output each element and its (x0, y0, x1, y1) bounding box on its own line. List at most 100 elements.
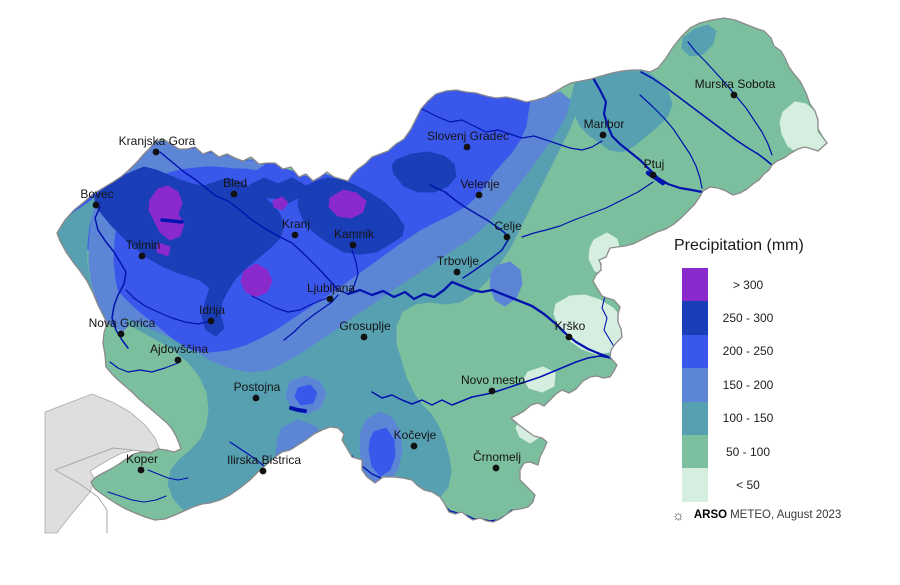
region-purple-bohinj (240, 263, 273, 298)
city-dot (259, 467, 267, 475)
city-dot (137, 466, 145, 474)
river-dragonja (107, 491, 167, 503)
city-label: Ljubljana (307, 281, 355, 295)
city-label: Grosuplje (339, 319, 391, 333)
legend-entry: 50 - 100 (670, 434, 900, 469)
city-dot (599, 131, 607, 139)
legend-entry-label: 50 - 100 (725, 444, 771, 459)
city-label: Novo mesto (461, 373, 525, 387)
city-label: Velenje (460, 177, 500, 191)
city-label: Trbovlje (437, 254, 480, 268)
legend-entry-label: 100 - 150 (722, 411, 774, 426)
city-label: Črnomelj (473, 449, 521, 464)
city-dot (117, 330, 125, 338)
city-dot (138, 252, 146, 260)
attribution: ☼ ARSO METEO, August 2023 (672, 508, 900, 522)
city-label: Bled (223, 176, 247, 190)
region-purple-triglav (148, 185, 185, 241)
city-marker: Trbovlje (437, 254, 480, 276)
arso-logo-icon: ☼ (672, 506, 685, 523)
city-marker: Kočevje (394, 428, 437, 450)
river-kamniska-bistrica (349, 249, 359, 293)
city-label: Postojna (234, 380, 281, 394)
legend-swatch (682, 434, 708, 469)
legend-swatch (682, 401, 708, 435)
city-label: Bovec (80, 187, 113, 201)
city-label: Celje (494, 219, 522, 233)
city-dot (730, 91, 738, 99)
city-marker: Grosuplje (339, 319, 391, 341)
city-label: Nova Gorica (89, 316, 156, 330)
city-label: Murska Sobota (695, 77, 776, 91)
city-dot (92, 201, 100, 209)
river-voglajna (521, 181, 654, 238)
legend: Precipitation (mm) > 300 250 - 300 200 - 2… (670, 237, 900, 522)
region-purple-bled-east (272, 196, 289, 211)
river-idrijca (125, 289, 212, 325)
region-darkblue-pohorje (391, 151, 457, 193)
city-dot (291, 231, 299, 239)
city-label: Maribor (584, 117, 625, 131)
city-label: Idrija (199, 303, 225, 317)
legend-entry: 250 - 300 (670, 301, 900, 335)
city-dot (230, 190, 238, 198)
legend-entry-label: 200 - 250 (722, 344, 774, 359)
city-dot (565, 333, 573, 341)
city-marker: Celje (494, 219, 522, 241)
city-marker: Nova Gorica (89, 316, 156, 338)
river-rizana (147, 469, 189, 481)
city-label: Tolmin (126, 238, 161, 252)
river-mislinja-meza (419, 107, 603, 151)
country-border (56, 17, 828, 523)
legend-entries: > 300 250 - 300 200 - 250 150 - 200 100 - 15… (670, 268, 900, 502)
river-savinja (429, 184, 509, 279)
region-darkblue-julian-alps (94, 166, 285, 337)
legend-entry-label: 150 - 200 (722, 377, 774, 392)
city-dot (410, 442, 418, 450)
river-mura (640, 71, 773, 166)
city-marker: Postojna (234, 380, 281, 402)
city-marker: Slovenj Gradec (427, 129, 509, 151)
lake-bohinj (160, 218, 184, 224)
region-medium-blue-celje-se (489, 261, 523, 307)
city-marker: Bovec (80, 187, 114, 209)
legend-swatch (682, 334, 708, 369)
city-label: Krško (555, 319, 586, 333)
river-sora (251, 295, 333, 313)
neighbor-boundary-line (54, 469, 108, 533)
legend-title: Precipitation (mm) (674, 237, 804, 254)
city-marker: Maribor (584, 117, 625, 139)
city-dot (207, 317, 215, 325)
city-label: Slovenj Gradec (427, 129, 509, 143)
city-label: Ptuj (644, 157, 665, 171)
river-krka (371, 355, 612, 406)
neighbor-boundary-line (54, 447, 151, 471)
city-dot (360, 333, 368, 341)
city-marker: Kranj (282, 217, 310, 239)
city-dot (453, 268, 461, 276)
city-dot (488, 387, 496, 395)
city-marker: Ptuj (644, 157, 665, 179)
city-dot (349, 241, 357, 249)
city-marker: Ljubljana (307, 281, 355, 303)
city-dot (649, 171, 657, 179)
city-label: Kočevje (394, 428, 437, 442)
region-purple-kamnik (328, 189, 367, 219)
attribution-text: METEO, August 2023 (730, 508, 842, 521)
legend-entry: < 50 (670, 468, 900, 502)
city-marker: Ilirska Bistrica (227, 453, 301, 475)
city-marker: Ajdovščina (150, 342, 208, 364)
river-vipava (109, 361, 179, 373)
legend-entry-label: > 300 (732, 277, 764, 292)
region-blue-javorniki-core (294, 384, 318, 406)
city-dot (326, 295, 334, 303)
legend-entry: 200 - 250 (670, 334, 900, 369)
legend-swatch (682, 468, 708, 502)
region-teal-prekmurje-patch (681, 24, 717, 57)
river-sava-upper (159, 151, 349, 295)
city-marker: Krško (555, 319, 586, 341)
legend-entry-label: 250 - 300 (722, 311, 774, 326)
river-drava (591, 76, 704, 194)
river-sava (346, 280, 624, 364)
